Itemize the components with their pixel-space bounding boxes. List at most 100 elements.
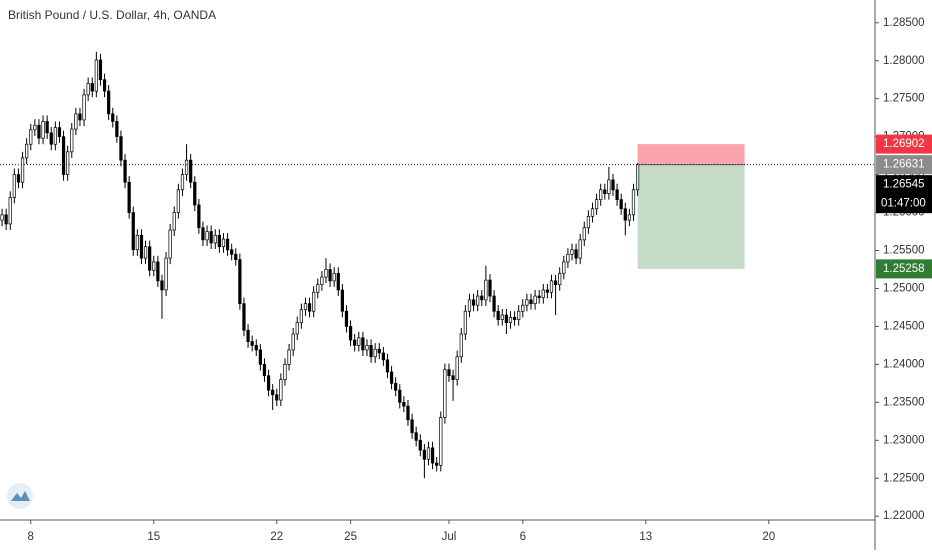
- candle-body: [221, 238, 226, 248]
- candle-body: [29, 129, 33, 145]
- candle-body: [566, 253, 570, 263]
- candle-body: [430, 447, 435, 464]
- candle-body: [316, 284, 320, 293]
- candle-body: [500, 314, 504, 320]
- candle-body: [107, 90, 111, 115]
- candle-body: [414, 432, 418, 441]
- x-tick-label: 8: [28, 531, 34, 543]
- candle-body: [451, 375, 455, 380]
- candle-body: [197, 204, 201, 229]
- candle-body: [594, 199, 599, 210]
- x-tick-label: 6: [520, 531, 526, 543]
- candle-body: [172, 212, 176, 231]
- candle-body: [381, 352, 385, 361]
- candle-body: [82, 94, 86, 121]
- candle-body: [623, 208, 627, 221]
- candle-body: [225, 238, 230, 251]
- candle-body: [230, 249, 234, 255]
- candle-body: [41, 121, 45, 139]
- candle-body: [348, 326, 353, 341]
- y-tick-label: 1.25000: [883, 282, 925, 294]
- candle-body: [217, 234, 221, 248]
- y-tick-label: 1.23500: [883, 396, 925, 408]
- candle-body: [615, 189, 619, 200]
- candle-body: [508, 316, 513, 323]
- candle-body: [295, 322, 299, 335]
- candle-body: [254, 345, 258, 351]
- candle-body: [303, 303, 308, 311]
- candle-body: [635, 164, 640, 191]
- candle-body: [512, 316, 517, 320]
- candle-body: [271, 389, 275, 396]
- candle-body: [86, 83, 90, 96]
- y-tick-label: 1.24000: [883, 358, 925, 370]
- candle-body: [562, 261, 566, 274]
- candle-body: [189, 159, 193, 183]
- candle-body: [517, 310, 521, 320]
- logo-icon: [11, 491, 30, 501]
- candle-body: [49, 132, 53, 145]
- candle-body: [471, 299, 476, 306]
- candle-body: [25, 143, 29, 159]
- target-zone: [637, 164, 745, 269]
- candle-body: [459, 333, 463, 358]
- candle-body: [549, 280, 554, 293]
- candle-body: [266, 375, 271, 391]
- candle-body: [467, 299, 472, 312]
- candle-body: [152, 261, 156, 271]
- candle-body: [590, 208, 595, 217]
- candle-body: [418, 439, 422, 451]
- candle-body: [291, 333, 295, 351]
- candle-body: [541, 289, 545, 298]
- y-tick-label: 1.22500: [883, 472, 925, 484]
- candle-body: [336, 272, 340, 291]
- candle-body: [402, 401, 406, 407]
- candle-body: [209, 231, 213, 244]
- candle-body: [12, 174, 16, 198]
- chart-title: British Pound / U.S. Dollar, 4h, OANDA: [8, 8, 216, 22]
- candle-body: [558, 272, 562, 286]
- candle-body: [139, 234, 144, 259]
- candle-body: [619, 199, 623, 210]
- candle-body: [607, 179, 611, 194]
- candle-body: [426, 447, 431, 460]
- y-tick-label: 1.22000: [883, 510, 925, 522]
- candle-body: [53, 127, 57, 145]
- candle-body: [463, 310, 468, 335]
- candle-body: [582, 227, 586, 241]
- candle-body: [164, 257, 168, 291]
- candle-body: [533, 295, 537, 304]
- candle-body: [156, 261, 160, 282]
- candle-body: [521, 304, 525, 312]
- price-label-bg: [876, 155, 932, 175]
- price-label: 1.26631: [883, 159, 925, 171]
- candle-body: [410, 419, 414, 434]
- candle-body: [312, 291, 316, 312]
- x-tick-label: 20: [762, 531, 775, 543]
- candle-body: [398, 389, 402, 403]
- x-tick-label: Jul: [442, 531, 457, 543]
- candle-body: [168, 229, 172, 259]
- candle-body: [385, 359, 390, 373]
- candle-body: [16, 174, 21, 183]
- candle-body: [33, 124, 37, 131]
- candle-body: [455, 356, 459, 380]
- candle-body: [242, 303, 246, 331]
- y-tick-label: 1.23000: [883, 434, 925, 446]
- candle-body: [184, 159, 189, 175]
- candle-body: [160, 280, 164, 291]
- y-tick-label: 1.25500: [883, 245, 925, 257]
- candle-body: [234, 253, 238, 260]
- candle-body: [570, 249, 574, 255]
- candle-body: [496, 310, 500, 320]
- candle-body: [135, 234, 139, 251]
- candle-body: [394, 383, 398, 391]
- price-label: 1.25258: [883, 263, 925, 275]
- candle-body: [176, 189, 180, 213]
- countdown-label: 01:47:00: [881, 198, 926, 210]
- candle-body: [287, 349, 291, 365]
- candle-body: [357, 337, 361, 346]
- candle-body: [102, 79, 107, 92]
- candle-body: [123, 159, 127, 183]
